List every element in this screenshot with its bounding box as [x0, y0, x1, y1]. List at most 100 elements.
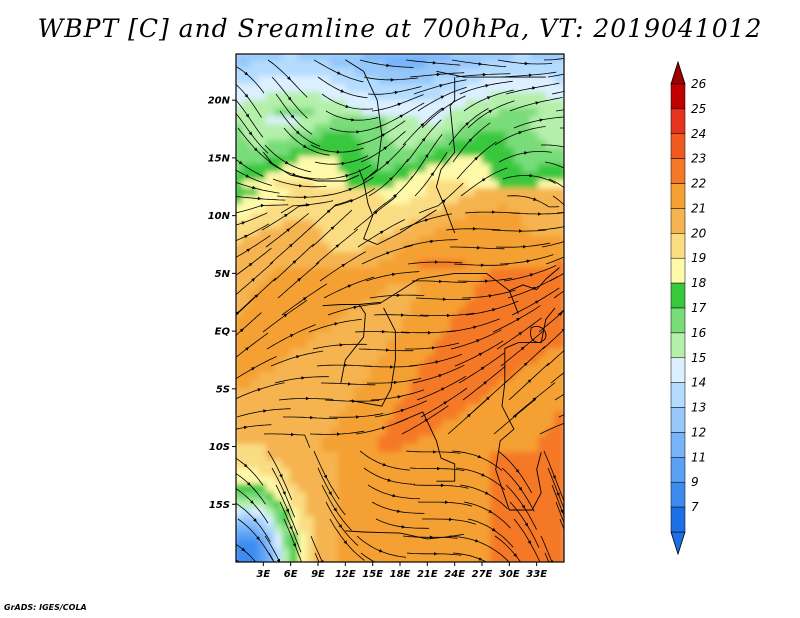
streamline [539, 422, 564, 435]
streamline-arrow [236, 311, 240, 315]
streamline-arrow [399, 114, 404, 118]
streamline-arrow [480, 366, 485, 371]
streamline-arrow [488, 294, 493, 298]
streamline-arrow [252, 185, 257, 190]
streamline-arrow [574, 70, 578, 73]
streamline [560, 127, 564, 129]
streamline-arrow [564, 422, 568, 425]
streamline-arrow [336, 432, 341, 436]
colorbar-label: 19 [691, 251, 706, 265]
streamline-arrow [323, 474, 327, 479]
streamline-arrow [292, 260, 297, 264]
colorbar-label: 12 [691, 425, 706, 439]
streamline-arrow [554, 577, 557, 581]
streamline-arrow [387, 478, 392, 482]
colorbar-swatch [670, 257, 686, 284]
streamline-arrow [488, 109, 493, 114]
streamline-arrow [564, 225, 568, 228]
streamline-arrow [569, 170, 573, 173]
colorbar-label: 13 [691, 401, 706, 415]
streamline-arrow [301, 376, 306, 380]
streamline-arrow [492, 308, 496, 312]
colorbar-swatch [670, 83, 686, 110]
streamline-arrow [289, 334, 294, 338]
country-border [436, 70, 546, 78]
streamline-arrow [400, 409, 405, 413]
streamline-arrow [251, 367, 256, 371]
streamline-arrow [282, 491, 286, 496]
streamline-arrow [568, 239, 572, 242]
streamline-arrow [568, 543, 571, 547]
streamline-arrow [528, 73, 533, 77]
streamline [537, 226, 564, 231]
streamline-arrow [286, 228, 291, 232]
streamline-arrow [356, 130, 361, 134]
streamline-arrow [556, 492, 560, 497]
streamline-arrow [298, 184, 303, 188]
streamline-arrow [245, 113, 250, 118]
streamline-arrow [244, 71, 249, 76]
streamline-arrow [473, 325, 477, 329]
streamline-arrow [446, 313, 451, 318]
streamline-arrow [483, 381, 488, 385]
colorbar-label: 15 [691, 351, 706, 365]
streamlines [236, 57, 591, 581]
streamline-arrow [381, 426, 386, 430]
streamline-arrow [246, 482, 251, 486]
lon-tick-label: 9E [311, 569, 325, 580]
streamline-arrow [392, 493, 397, 498]
colorbar-label: 23 [691, 152, 706, 166]
colorbar-label: 7 [691, 500, 699, 514]
lat-tick-label: 20N [208, 96, 231, 107]
streamline-arrow [290, 432, 295, 437]
streamline-arrow [481, 473, 486, 477]
streamline-arrow [515, 469, 520, 473]
streamline-arrow [486, 96, 491, 100]
streamline-arrow [295, 355, 300, 359]
streamline-arrow [385, 160, 390, 165]
streamline-arrow [381, 133, 386, 137]
streamline-arrow [533, 197, 537, 201]
streamline-arrow [297, 277, 302, 282]
streamline [558, 414, 564, 418]
streamline-arrow [421, 137, 426, 142]
streamline-arrow [245, 174, 250, 178]
map-title: WBPT [C] and Sreamline at 700hPa, VT: 20… [37, 14, 763, 43]
streamline-arrow [397, 509, 401, 513]
country-border [495, 348, 515, 470]
streamline-arrow [284, 160, 289, 164]
streamline-arrow [474, 539, 479, 543]
colorbar-swatch [670, 282, 686, 309]
streamline-arrow [427, 331, 432, 335]
colorbar-swatch [670, 108, 686, 135]
lon-tick-label: 27E [472, 569, 493, 580]
streamline-arrow [381, 330, 386, 334]
streamline-arrow [386, 63, 390, 68]
streamline-arrow [245, 347, 250, 351]
lon-tick-label: 18E [390, 569, 411, 580]
streamline-arrow [279, 474, 283, 478]
streamline-arrow [400, 313, 405, 317]
streamline-arrow [397, 102, 402, 107]
streamline-arrow [330, 226, 335, 230]
streamline-arrow [296, 130, 300, 135]
streamline-arrow [578, 86, 582, 89]
streamline-arrow [260, 203, 265, 208]
streamline-arrow [587, 128, 591, 132]
streamline-arrow [287, 76, 291, 81]
streamline-arrow [244, 235, 249, 239]
streamline-arrow [532, 397, 537, 402]
colorbar: 26 25 24 23 22 21 20 19 18 17 16 15 14 13 12 11 9 7 [670, 60, 707, 556]
colorbar-label: 25 [691, 102, 706, 116]
streamline-arrow [477, 454, 482, 459]
streamline-arrow [442, 199, 446, 203]
streamline-arrow [396, 293, 401, 297]
colorbar-label: 16 [691, 326, 707, 340]
colorbar-swatch [670, 506, 686, 533]
colorbar-swatch [670, 382, 686, 408]
colorbar-swatch [670, 481, 686, 508]
colorbar-label: 20 [691, 226, 707, 240]
country-borders [262, 59, 560, 540]
streamline-arrow [430, 239, 434, 244]
streamline-arrow [340, 89, 345, 93]
